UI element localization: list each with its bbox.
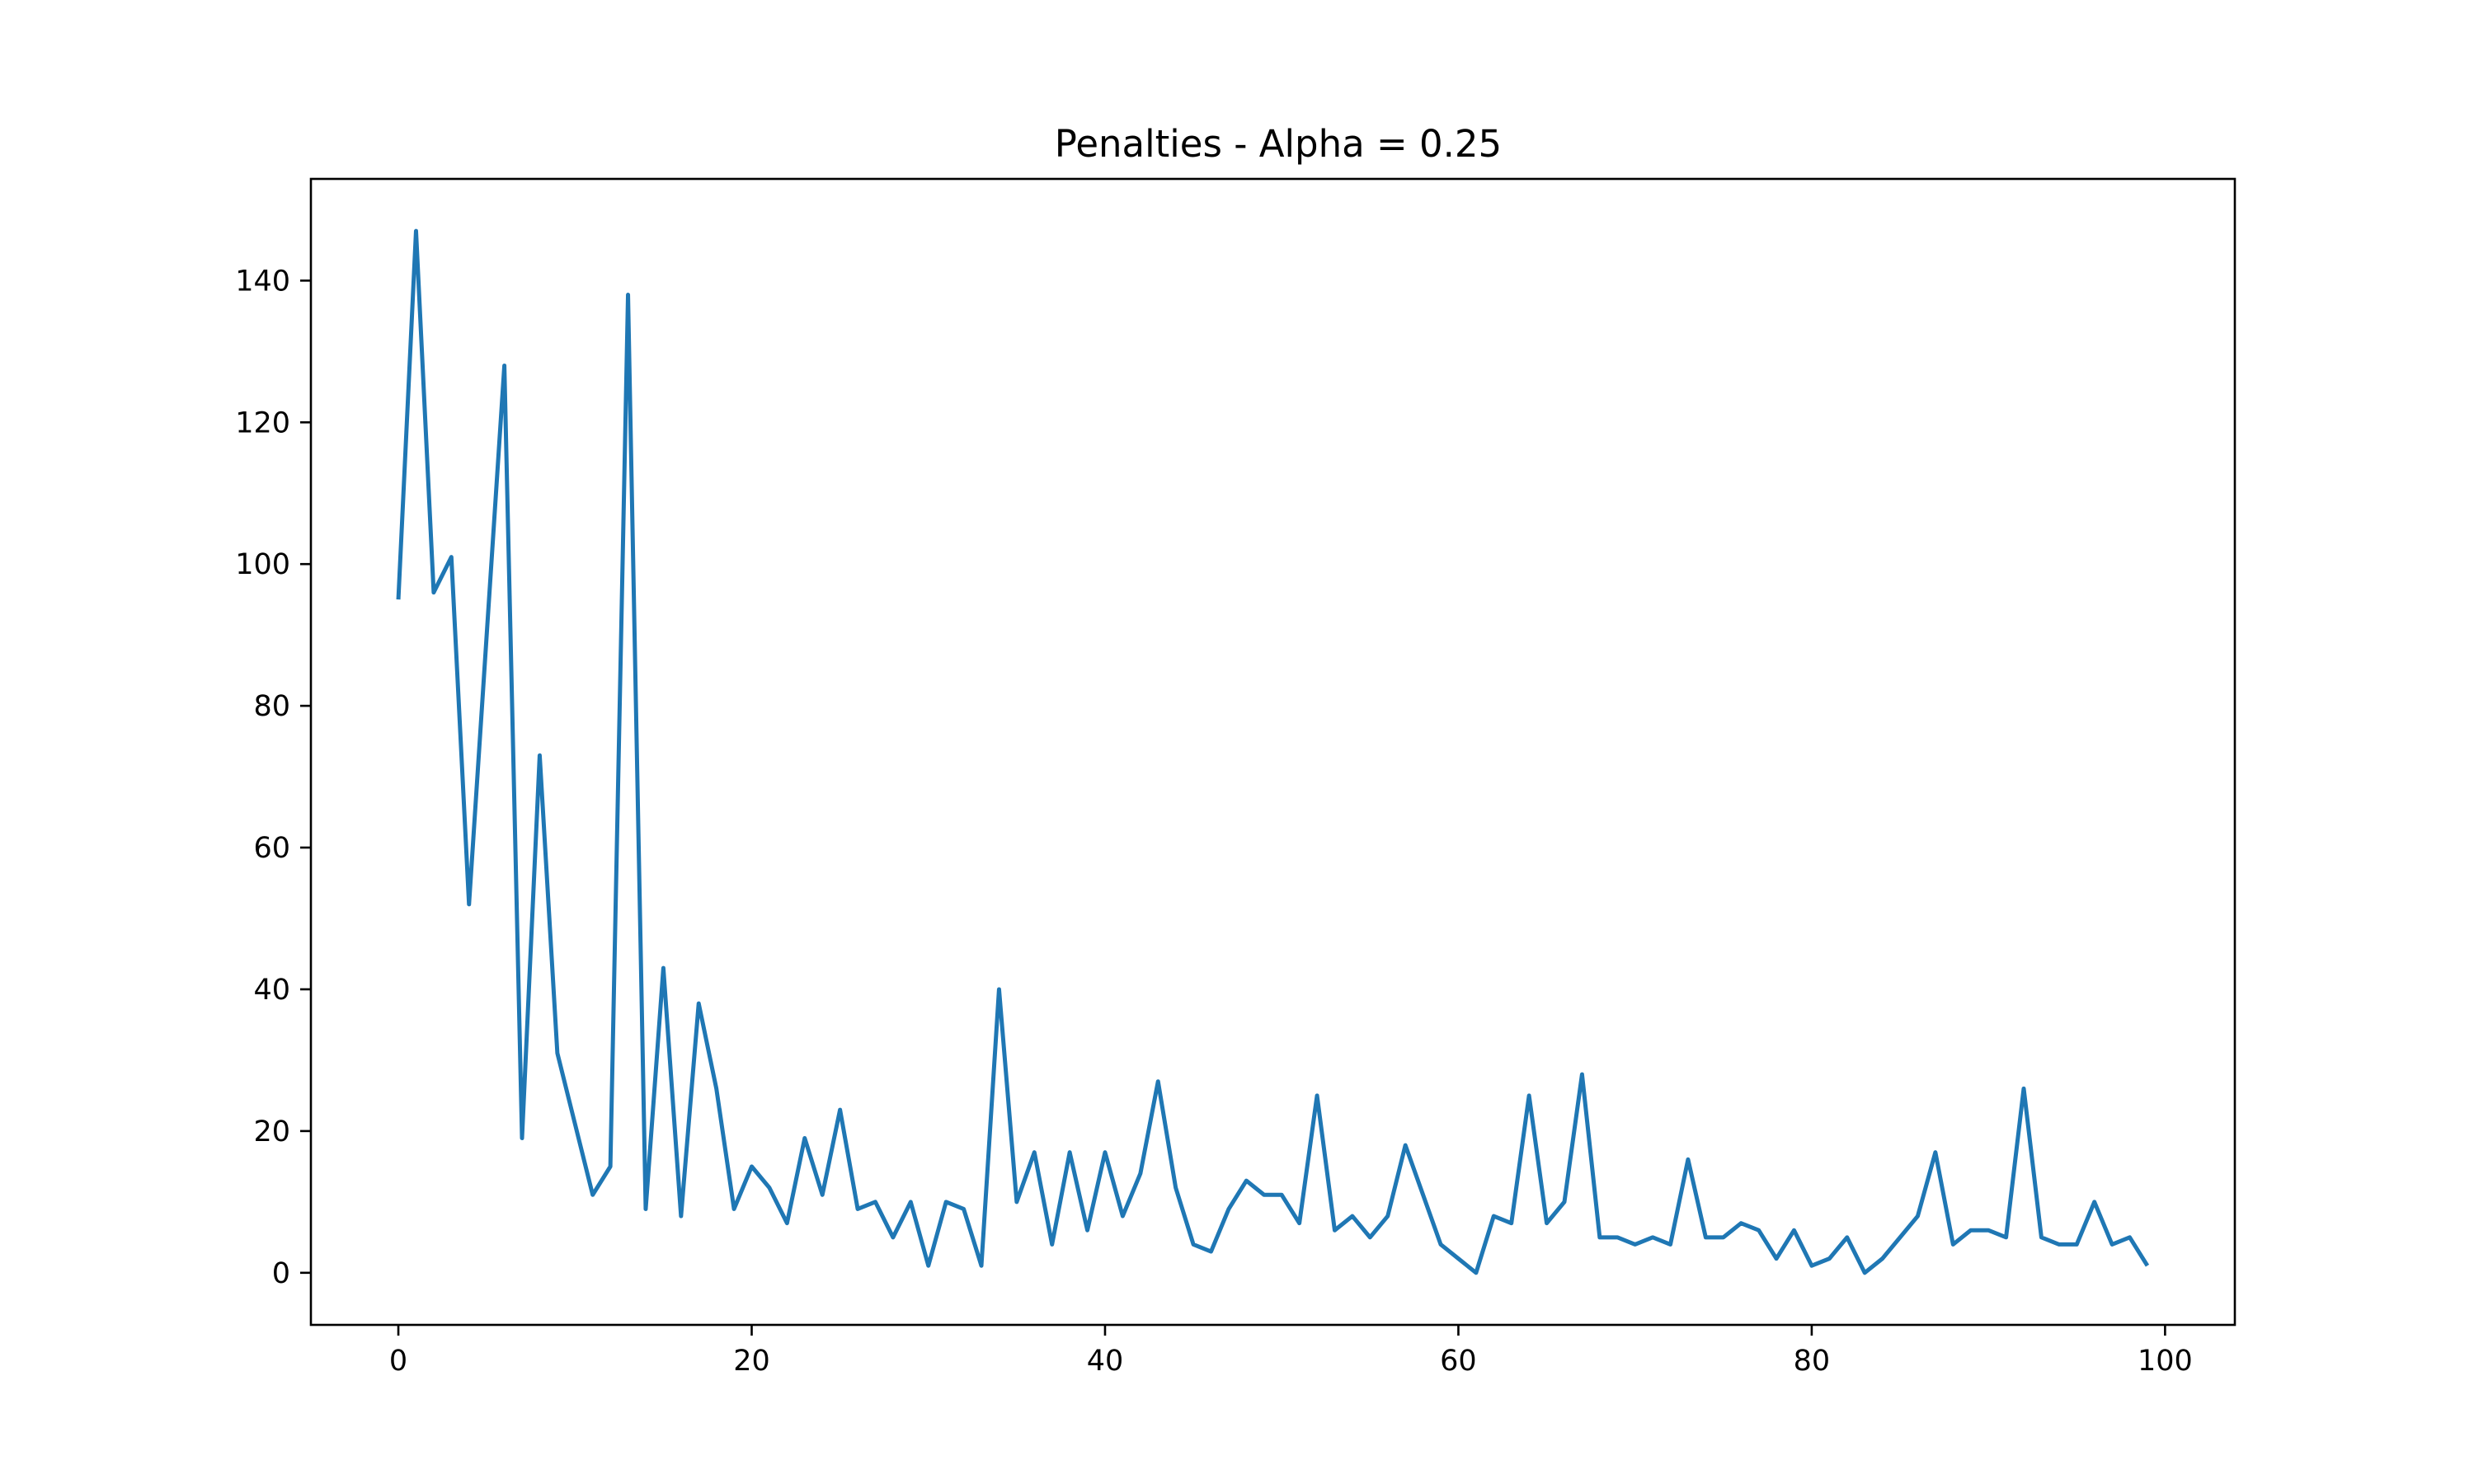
- x-axis: 0 20 40 60 80 100: [389, 1325, 2193, 1378]
- x-tick-label-100: 100: [2138, 1345, 2193, 1378]
- x-tick-label-20: 20: [733, 1345, 770, 1378]
- y-tick-label-20: 20: [253, 1115, 290, 1148]
- y-tick-label-0: 0: [272, 1257, 290, 1290]
- x-tick-label-80: 80: [1794, 1345, 1831, 1378]
- y-tick-label-120: 120: [235, 406, 290, 439]
- y-tick-label-40: 40: [253, 974, 290, 1007]
- x-tick-label-40: 40: [1087, 1345, 1124, 1378]
- chart-title: Penalties - Alpha = 0.25: [1055, 122, 1502, 166]
- plot-frame: [309, 177, 2236, 1327]
- y-tick-label-80: 80: [253, 690, 290, 723]
- y-axis: 0 20 40 60 80 100 120 140: [235, 265, 311, 1290]
- x-tick-label-60: 60: [1440, 1345, 1477, 1378]
- y-tick-label-60: 60: [253, 832, 290, 865]
- x-tick-label-0: 0: [389, 1345, 407, 1378]
- plot-area: [396, 228, 2150, 1275]
- y-tick-label-140: 140: [235, 265, 290, 298]
- y-tick-label-100: 100: [235, 548, 290, 581]
- series-line-0: [396, 228, 2150, 1275]
